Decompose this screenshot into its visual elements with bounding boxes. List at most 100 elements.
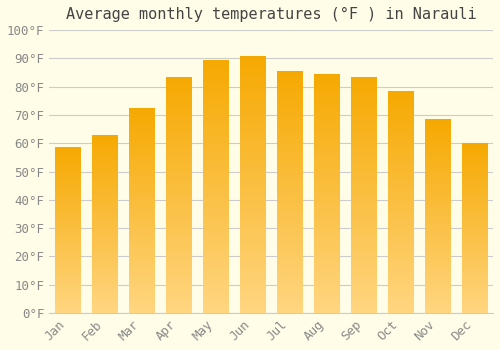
Bar [55, 151, 80, 153]
Bar [129, 301, 154, 303]
Bar [276, 71, 302, 74]
Bar [314, 119, 340, 122]
Bar [350, 164, 376, 167]
Bar [55, 177, 80, 179]
Bar [424, 267, 450, 268]
Bar [350, 259, 376, 261]
Bar [462, 175, 487, 177]
Bar [276, 76, 302, 78]
Bar [240, 161, 266, 164]
Bar [203, 194, 228, 197]
Bar [240, 274, 266, 277]
Bar [55, 257, 80, 258]
Bar [55, 293, 80, 295]
Bar [203, 189, 228, 191]
Bar [314, 143, 340, 146]
Bar [55, 280, 80, 282]
Bar [462, 187, 487, 189]
Bar [424, 226, 450, 228]
Bar [462, 293, 487, 294]
Bar [424, 175, 450, 177]
Bar [424, 193, 450, 195]
Bar [240, 169, 266, 172]
Bar [55, 300, 80, 301]
Bar [240, 295, 266, 298]
Bar [92, 231, 118, 233]
Bar [350, 202, 376, 204]
Bar [350, 136, 376, 138]
Bar [424, 236, 450, 238]
Bar [314, 258, 340, 260]
Bar [240, 210, 266, 213]
Bar [129, 180, 154, 182]
Bar [203, 232, 228, 234]
Bar [314, 201, 340, 203]
Bar [240, 102, 266, 105]
Bar [462, 278, 487, 279]
Bar [314, 126, 340, 129]
Bar [350, 268, 376, 271]
Bar [129, 165, 154, 167]
Bar [55, 176, 80, 177]
Bar [462, 150, 487, 152]
Bar [166, 289, 192, 292]
Bar [388, 213, 413, 215]
Bar [424, 239, 450, 241]
Bar [314, 186, 340, 189]
Bar [129, 252, 154, 254]
Bar [166, 176, 192, 178]
Bar [203, 120, 228, 123]
Bar [55, 282, 80, 283]
Bar [55, 288, 80, 290]
Bar [92, 240, 118, 242]
Bar [388, 131, 413, 133]
Bar [276, 306, 302, 308]
Bar [55, 264, 80, 265]
Bar [424, 214, 450, 216]
Bar [276, 115, 302, 117]
Bar [55, 209, 80, 210]
Bar [350, 256, 376, 259]
Bar [92, 218, 118, 220]
Bar [424, 259, 450, 261]
Bar [166, 171, 192, 174]
Bar [92, 242, 118, 244]
Bar [424, 133, 450, 135]
Bar [424, 158, 450, 160]
Bar [462, 281, 487, 282]
Bar [129, 229, 154, 231]
Bar [240, 287, 266, 290]
Bar [462, 143, 487, 145]
Bar [388, 235, 413, 238]
Bar [350, 193, 376, 195]
Bar [92, 270, 118, 272]
Bar [240, 305, 266, 308]
Bar [314, 275, 340, 277]
Bar [350, 176, 376, 178]
Bar [240, 146, 266, 148]
Bar [276, 156, 302, 158]
Bar [462, 218, 487, 220]
Bar [240, 269, 266, 272]
Bar [388, 204, 413, 206]
Bar [350, 89, 376, 91]
Bar [203, 293, 228, 295]
Bar [203, 257, 228, 260]
Bar [92, 281, 118, 283]
Bar [350, 190, 376, 192]
Bar [314, 294, 340, 296]
Bar [388, 255, 413, 258]
Bar [462, 170, 487, 172]
Bar [240, 61, 266, 63]
Bar [203, 62, 228, 65]
Bar [240, 84, 266, 86]
Bar [350, 148, 376, 150]
Bar [276, 291, 302, 294]
Bar [314, 239, 340, 241]
Bar [388, 269, 413, 271]
Bar [350, 273, 376, 275]
Bar [129, 192, 154, 194]
Bar [276, 93, 302, 95]
Bar [240, 117, 266, 120]
Bar [350, 181, 376, 183]
